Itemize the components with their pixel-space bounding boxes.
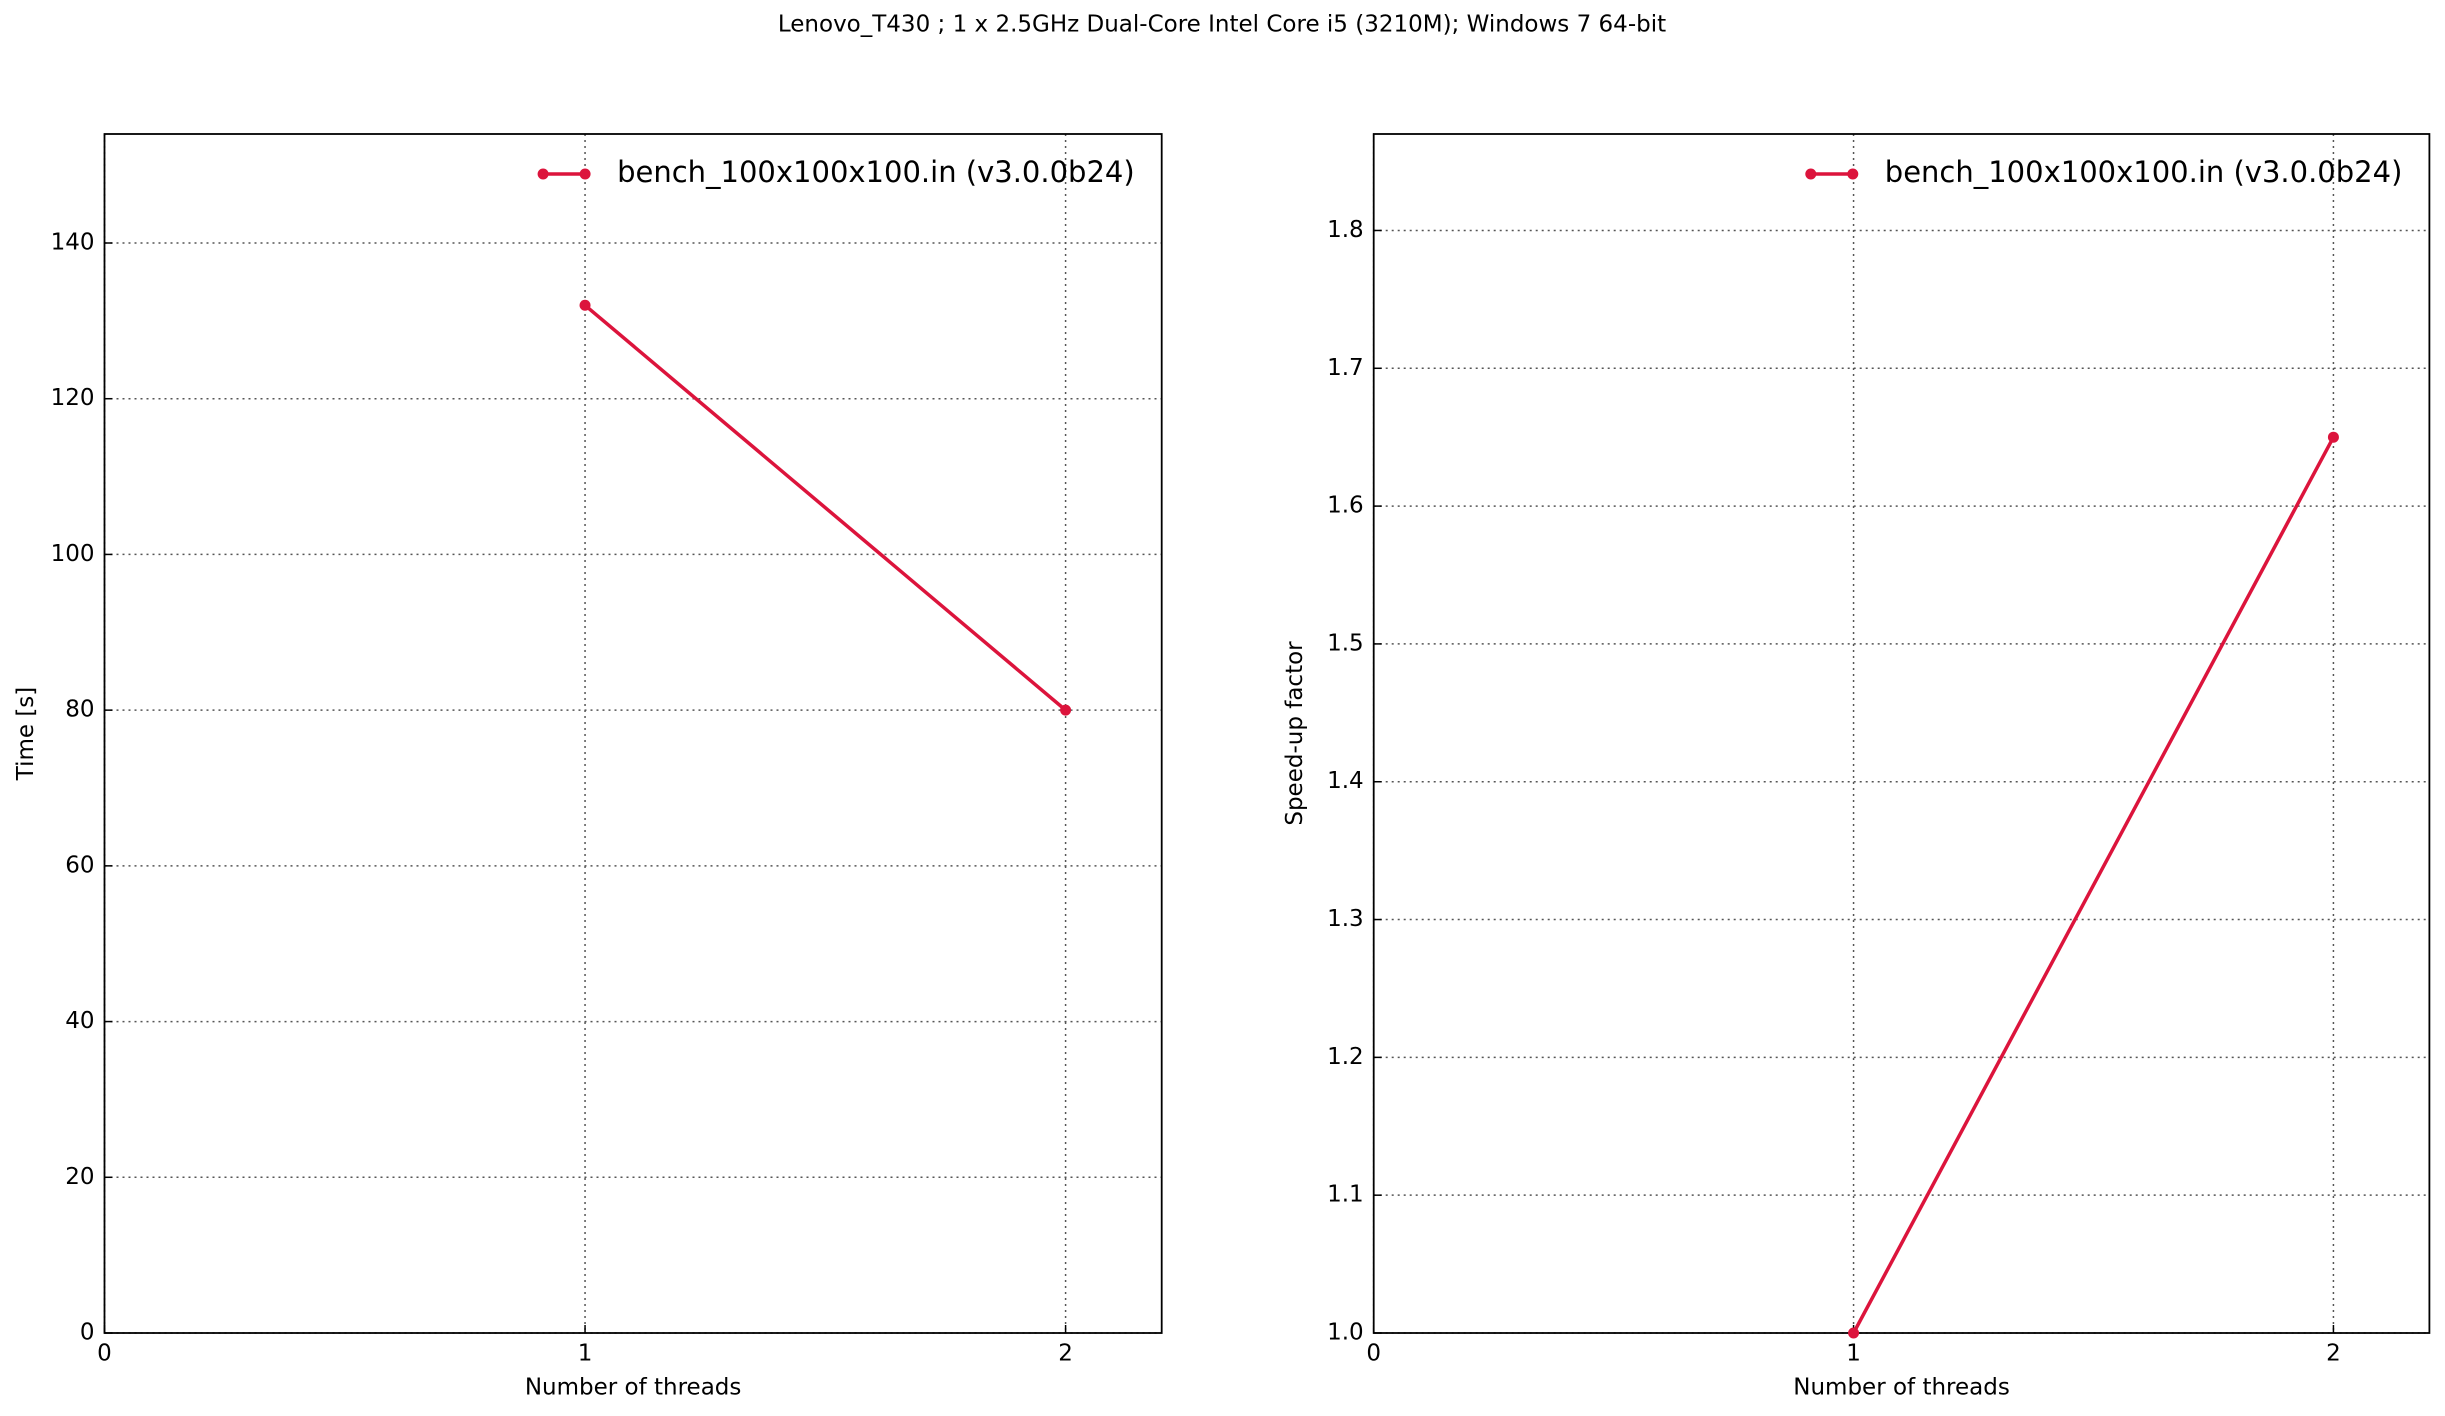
- series-line: [583, 303, 1067, 712]
- x-tick-label: 1: [1846, 1341, 1861, 1367]
- y-tick-label: 80: [65, 697, 94, 723]
- legend-marker: [579, 168, 591, 180]
- y-tick-label: 1.7: [1327, 355, 1364, 381]
- legend-label: bench_100x100x100.in (v3.0.0b24): [617, 155, 1135, 189]
- figure-title: Lenovo_T430 ; 1 x 2.5GHz Dual-Core Intel…: [778, 12, 1666, 38]
- series-line: [1852, 436, 2335, 1334]
- y-tick-label: 1.3: [1327, 906, 1364, 932]
- point: [2327, 431, 2339, 443]
- legend-marker: [1847, 168, 1859, 180]
- y-axis-label: Speed-up factor: [1282, 641, 1308, 826]
- y-tick-label: 1.2: [1327, 1044, 1364, 1070]
- y-tick-label: 140: [51, 230, 95, 256]
- y-tick-label: 1.5: [1327, 630, 1364, 656]
- y-tick-label: 20: [65, 1164, 94, 1190]
- x-tick-label: 2: [2326, 1341, 2341, 1367]
- plot-frame: [1372, 133, 2431, 1334]
- x-tick-label: 1: [578, 1341, 593, 1367]
- y-tick-label: 1.1: [1327, 1182, 1364, 1208]
- legend-marker: [537, 168, 549, 180]
- x-tick-label: 0: [1366, 1341, 1381, 1367]
- y-tick-label: 1.8: [1327, 217, 1364, 243]
- y-tick-label: 60: [65, 852, 94, 878]
- y-tick-label: 0: [80, 1320, 95, 1346]
- point: [1060, 704, 1072, 716]
- plot-frame: [103, 133, 1163, 1334]
- x-axis-label: Number of threads: [1793, 1375, 2010, 1401]
- point: [579, 299, 591, 311]
- x-tick-label: 0: [97, 1341, 112, 1367]
- y-tick-label: 1.4: [1327, 768, 1364, 794]
- y-axis-label: Time [s]: [13, 687, 39, 782]
- x-axis-label: Number of threads: [525, 1375, 742, 1401]
- point: [1848, 1327, 1860, 1339]
- y-tick-label: 40: [65, 1008, 94, 1034]
- legend-marker: [1805, 168, 1817, 180]
- x-tick-label: 2: [1058, 1341, 1073, 1367]
- y-tick-label: 100: [51, 541, 95, 567]
- y-tick-label: 120: [51, 385, 95, 411]
- y-tick-label: 1.6: [1327, 493, 1364, 519]
- y-tick-label: 1.0: [1327, 1320, 1364, 1346]
- legend-label: bench_100x100x100.in (v3.0.0b24): [1885, 155, 2403, 189]
